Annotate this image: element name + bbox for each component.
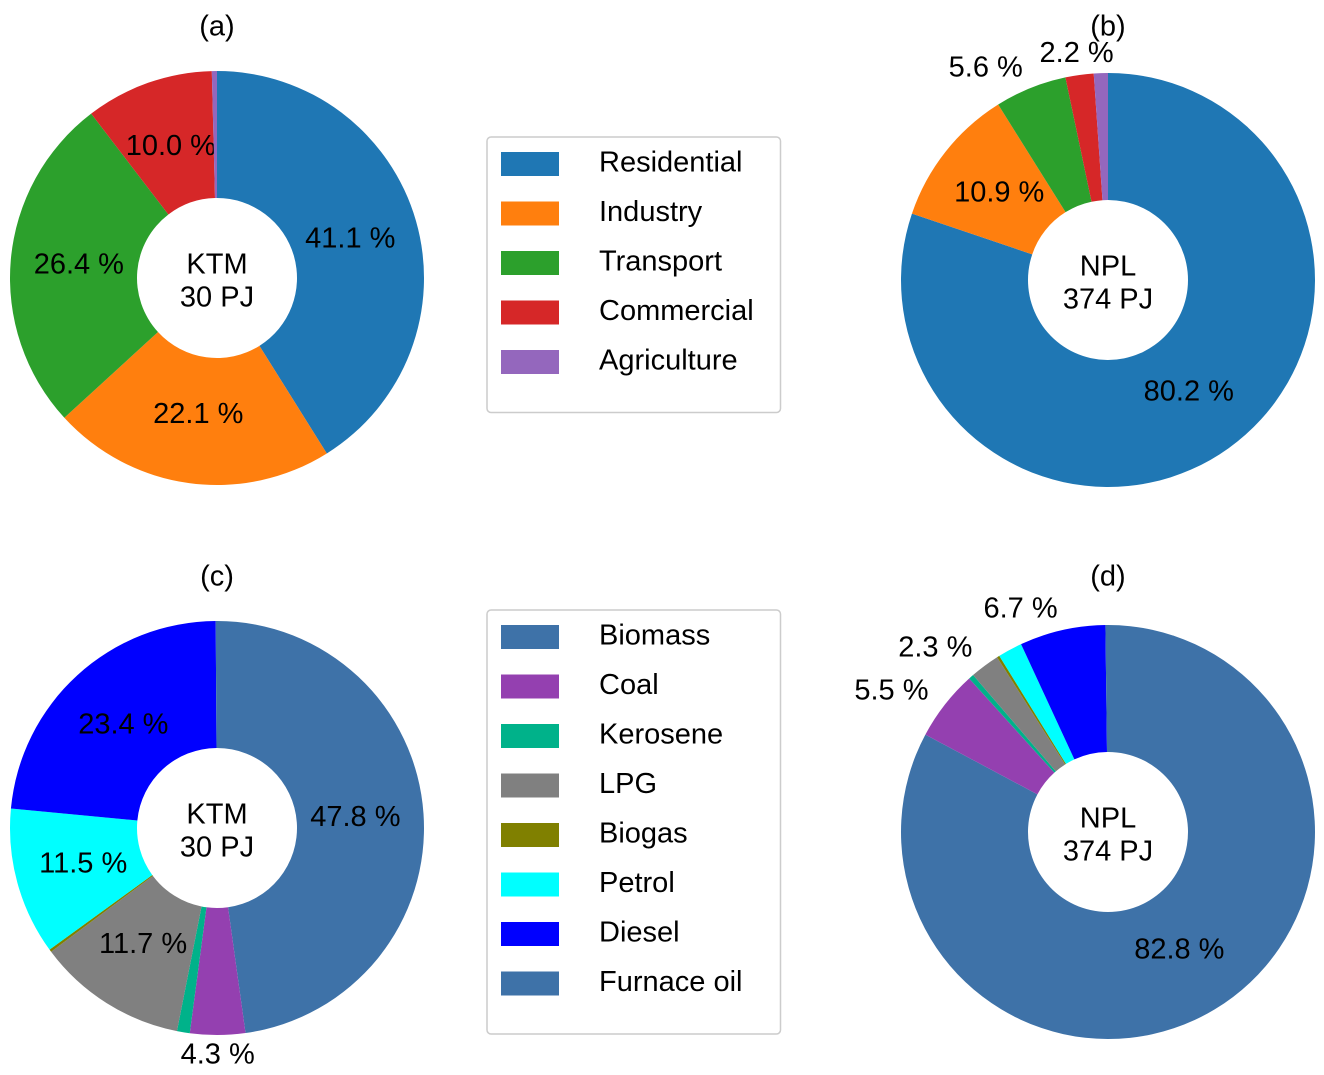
legend-swatch (501, 300, 559, 325)
wedge (217, 621, 424, 1034)
panel-title: (b) (1090, 11, 1125, 43)
wedge (9, 113, 169, 418)
legend-label: Furnace oil (599, 966, 742, 998)
legend-swatch (501, 773, 559, 798)
legend-label: LPG (599, 768, 657, 800)
wedge (911, 104, 1066, 255)
wedge (91, 71, 215, 215)
legend-label: Kerosene (599, 719, 723, 751)
center-label: 30 PJ (180, 832, 254, 864)
value-label: 2.2 % (1040, 37, 1114, 69)
wedge (49, 875, 153, 952)
wedge (900, 73, 1315, 487)
legend-label: Petrol (599, 867, 675, 899)
legend-swatch (501, 872, 559, 897)
legend-label: Coal (599, 669, 659, 701)
wedge (1105, 625, 1108, 753)
panel-title: (a) (199, 11, 234, 43)
legend-swatch (501, 724, 559, 748)
center-label: 374 PJ (1063, 284, 1153, 316)
wedge (969, 675, 1056, 773)
legend-label: Residential (599, 147, 742, 179)
value-label: 11.5 % (39, 847, 127, 879)
legend-swatch (501, 201, 559, 226)
value-label: 10.9 % (954, 177, 1044, 209)
legend-label: Agriculture (599, 345, 738, 377)
wedge (211, 71, 217, 199)
legend-swatch (501, 625, 559, 649)
value-label: 80.2 % (1144, 375, 1234, 407)
wedge (1065, 73, 1103, 202)
wedge (215, 621, 217, 749)
value-label: 23.4 % (78, 708, 168, 740)
wedge (217, 71, 424, 454)
value-label: 47.8 % (310, 801, 400, 833)
center-label: 30 PJ (180, 282, 254, 314)
legend-box (486, 136, 782, 414)
legend-swatch (501, 350, 559, 374)
center-label: KTM (186, 799, 247, 831)
value-label: 41.1 % (305, 222, 395, 254)
legend-swatch (501, 922, 559, 946)
legend-label: Biomass (599, 620, 710, 652)
legend-swatch (501, 152, 559, 176)
value-label: 26.4 % (34, 248, 124, 280)
wedge (189, 907, 246, 1035)
wedge (51, 875, 202, 1032)
wedge (973, 657, 1066, 772)
legend-swatch (501, 971, 559, 996)
panel-title: (c) (200, 561, 234, 593)
value-label: 22.1 % (153, 398, 243, 430)
legend-swatch (501, 823, 559, 847)
value-label: 4.3 % (181, 1038, 255, 1070)
legend-label: Commercial (599, 295, 754, 327)
wedge (997, 655, 1066, 765)
wedge (9, 808, 153, 950)
wedge (901, 625, 1315, 1039)
legend-label: Diesel (599, 917, 680, 949)
center-label: KTM (186, 249, 247, 281)
legend-swatch (501, 674, 559, 699)
value-label: 2.3 % (898, 632, 972, 664)
value-label: 82.8 % (1134, 934, 1224, 966)
legend-label: Biogas (599, 818, 688, 850)
legend-label: Industry (599, 196, 703, 228)
center-label: NPL (1080, 803, 1136, 835)
wedge (1093, 73, 1108, 201)
wedge (1021, 625, 1107, 760)
wedge (176, 906, 207, 1034)
panel-title: (d) (1090, 561, 1125, 593)
wedge (64, 332, 327, 485)
wedge (998, 77, 1092, 213)
center-label: 374 PJ (1063, 836, 1153, 868)
legend-swatch (501, 251, 559, 275)
wedge (999, 644, 1075, 764)
wedge (10, 621, 217, 821)
center-label: NPL (1080, 251, 1136, 283)
wedge (925, 678, 1055, 795)
legend-box (486, 609, 782, 1035)
value-label: 5.5 % (854, 675, 928, 707)
value-label: 5.6 % (949, 51, 1023, 83)
value-label: 11.7 % (99, 928, 187, 960)
value-label: 10.0 % (126, 130, 216, 162)
legend-label: Transport (599, 246, 722, 278)
value-label: 6.7 % (983, 593, 1057, 625)
